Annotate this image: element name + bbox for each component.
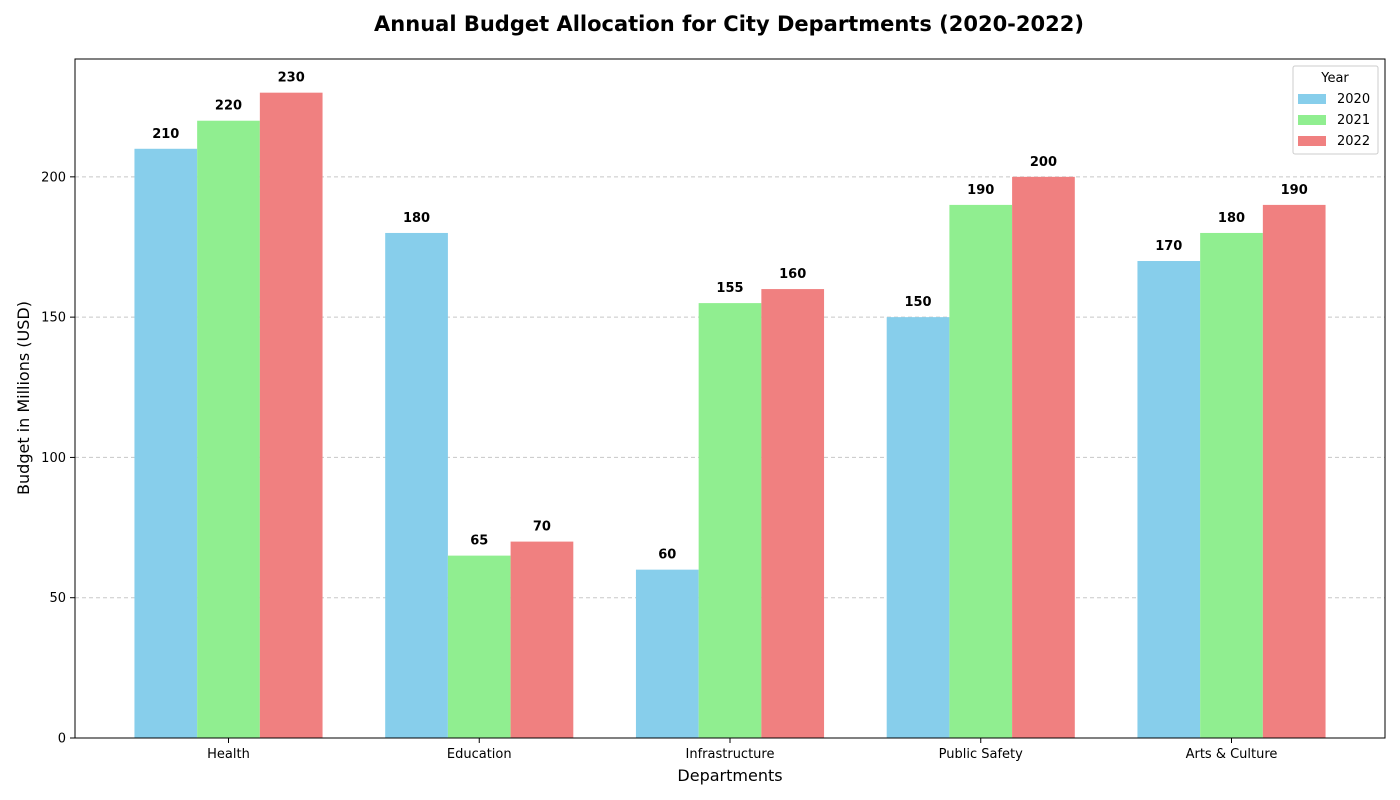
bar [698, 303, 762, 738]
x-tick-label: Arts & Culture [1186, 747, 1278, 762]
bar [510, 541, 574, 738]
bar [1200, 232, 1263, 738]
x-tick-label: Infrastructure [686, 747, 775, 762]
bar [134, 148, 198, 738]
data-labels: 210 220 230 180 65 70 60 155 160 150 190 200 170 180 1… [152, 71, 1308, 563]
y-tick-label: 200 [41, 170, 66, 185]
legend-items: 2020 2021 2022 [1298, 92, 1370, 149]
x-axis-label: Departments [677, 766, 782, 785]
data-label: 150 [904, 295, 931, 310]
data-label: 60 [658, 548, 676, 563]
x-tick-label: Public Safety [939, 747, 1023, 762]
legend-swatch [1298, 115, 1326, 125]
legend-swatch [1298, 136, 1326, 146]
y-tick-label: 150 [41, 311, 66, 326]
legend-label: 2021 [1337, 113, 1370, 128]
data-label: 180 [403, 211, 430, 226]
data-label: 220 [215, 99, 242, 114]
bar [385, 232, 448, 738]
bar [886, 317, 950, 738]
data-label: 160 [779, 267, 806, 282]
x-tick-label: Health [207, 747, 250, 762]
data-label: 190 [1281, 183, 1308, 198]
y-tick-label: 100 [41, 451, 66, 466]
y-tick-label: 50 [49, 591, 66, 606]
data-label: 230 [278, 71, 305, 86]
bar [259, 92, 323, 738]
y-tick-label: 0 [58, 732, 66, 747]
legend-box [1292, 65, 1379, 155]
bar [949, 204, 1013, 739]
bar [197, 120, 260, 738]
chart-title: Annual Budget Allocation for City Depart… [374, 12, 1084, 36]
data-label: 200 [1030, 155, 1057, 170]
data-label: 70 [533, 520, 551, 535]
bars [134, 92, 1326, 739]
legend-title: Year [1320, 71, 1349, 86]
data-label: 65 [470, 534, 488, 549]
bar [447, 555, 511, 738]
bar [635, 569, 699, 738]
y-axis: 0 50 100 150 200 [41, 170, 75, 747]
bar [1012, 176, 1075, 739]
y-axis-label: Budget in Millions (USD) [14, 301, 33, 495]
bar [1262, 204, 1326, 739]
x-tick-label: Education [447, 747, 512, 762]
data-label: 190 [967, 183, 994, 198]
bar [1137, 261, 1201, 738]
data-label: 155 [716, 281, 743, 296]
bar [761, 289, 825, 738]
data-label: 180 [1218, 211, 1245, 226]
data-label: 210 [152, 127, 179, 142]
x-axis: Health Education Infrastructure Public Safe… [207, 738, 1277, 762]
legend-label: 2022 [1337, 134, 1370, 149]
legend-label: 2020 [1337, 92, 1370, 107]
data-label: 170 [1155, 239, 1182, 254]
legend: Year 2020 2021 2022 [1292, 65, 1379, 155]
legend-swatch [1298, 94, 1326, 104]
